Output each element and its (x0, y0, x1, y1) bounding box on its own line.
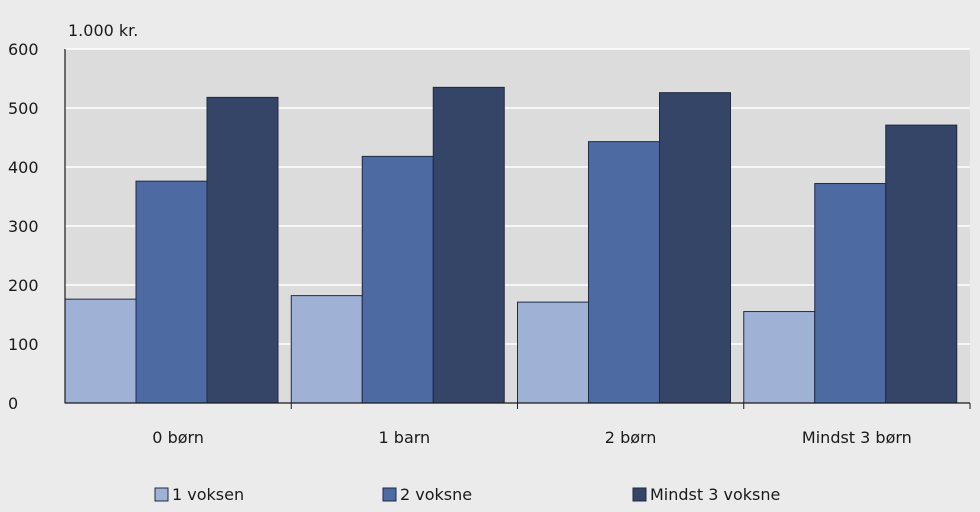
x-tick-label: 1 barn (379, 428, 431, 447)
x-tick-label: 0 børn (152, 428, 204, 447)
x-tick-label: Mindst 3 børn (802, 428, 912, 447)
bar (432, 86, 505, 404)
legend-swatch (382, 487, 397, 502)
y-tick-label: 400 (8, 158, 39, 177)
y-tick-label: 300 (8, 217, 39, 236)
legend-swatch (632, 487, 647, 502)
y-tick-label: 600 (8, 40, 39, 59)
legend-label: 1 voksen (172, 485, 244, 504)
unit-label: 1.000 kr. (68, 21, 138, 40)
y-tick-label: 0 (8, 394, 18, 413)
bar (135, 180, 208, 404)
y-tick-label: 100 (8, 335, 39, 354)
bar (885, 124, 958, 404)
y-tick-label: 500 (8, 99, 39, 118)
bar (588, 141, 660, 404)
legend: 1 voksen 2 voksne Mindst 3 voksne (154, 485, 780, 504)
bar (361, 155, 434, 404)
axes (64, 49, 971, 409)
bar (64, 298, 137, 404)
bars (64, 86, 958, 404)
y-tick-labels: 0 100 200 300 400 500 600 (8, 40, 39, 413)
bar (743, 311, 816, 404)
x-tick-label: 2 børn (605, 428, 657, 447)
bar (517, 301, 589, 404)
bar (659, 92, 731, 404)
x-tick-labels: 0 børn 1 barn 2 børn Mindst 3 børn (152, 428, 912, 447)
bar (206, 96, 279, 404)
legend-label: Mindst 3 voksne (650, 485, 780, 504)
legend-swatch (154, 487, 169, 502)
bar (290, 295, 363, 404)
bar (814, 183, 887, 404)
y-tick-label: 200 (8, 276, 39, 295)
legend-label: 2 voksne (400, 485, 472, 504)
